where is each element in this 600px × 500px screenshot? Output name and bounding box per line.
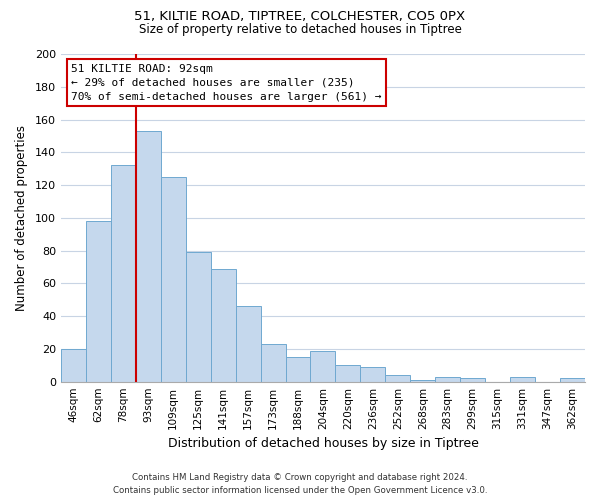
X-axis label: Distribution of detached houses by size in Tiptree: Distribution of detached houses by size … bbox=[167, 437, 478, 450]
Bar bbox=[161, 177, 186, 382]
Bar bbox=[61, 349, 86, 382]
Bar bbox=[286, 357, 310, 382]
Bar bbox=[335, 366, 361, 382]
Bar bbox=[510, 377, 535, 382]
Text: 51 KILTIE ROAD: 92sqm
← 29% of detached houses are smaller (235)
70% of semi-det: 51 KILTIE ROAD: 92sqm ← 29% of detached … bbox=[71, 64, 382, 102]
Text: Contains HM Land Registry data © Crown copyright and database right 2024.
Contai: Contains HM Land Registry data © Crown c… bbox=[113, 474, 487, 495]
Bar bbox=[136, 131, 161, 382]
Bar bbox=[361, 367, 385, 382]
Bar bbox=[460, 378, 485, 382]
Bar bbox=[211, 268, 236, 382]
Bar bbox=[310, 350, 335, 382]
Bar bbox=[385, 375, 410, 382]
Bar bbox=[186, 252, 211, 382]
Bar bbox=[111, 166, 136, 382]
Text: Size of property relative to detached houses in Tiptree: Size of property relative to detached ho… bbox=[139, 22, 461, 36]
Bar bbox=[560, 378, 585, 382]
Bar bbox=[260, 344, 286, 382]
Bar bbox=[86, 221, 111, 382]
Text: 51, KILTIE ROAD, TIPTREE, COLCHESTER, CO5 0PX: 51, KILTIE ROAD, TIPTREE, COLCHESTER, CO… bbox=[134, 10, 466, 23]
Y-axis label: Number of detached properties: Number of detached properties bbox=[15, 125, 28, 311]
Bar bbox=[435, 377, 460, 382]
Bar bbox=[236, 306, 260, 382]
Bar bbox=[410, 380, 435, 382]
